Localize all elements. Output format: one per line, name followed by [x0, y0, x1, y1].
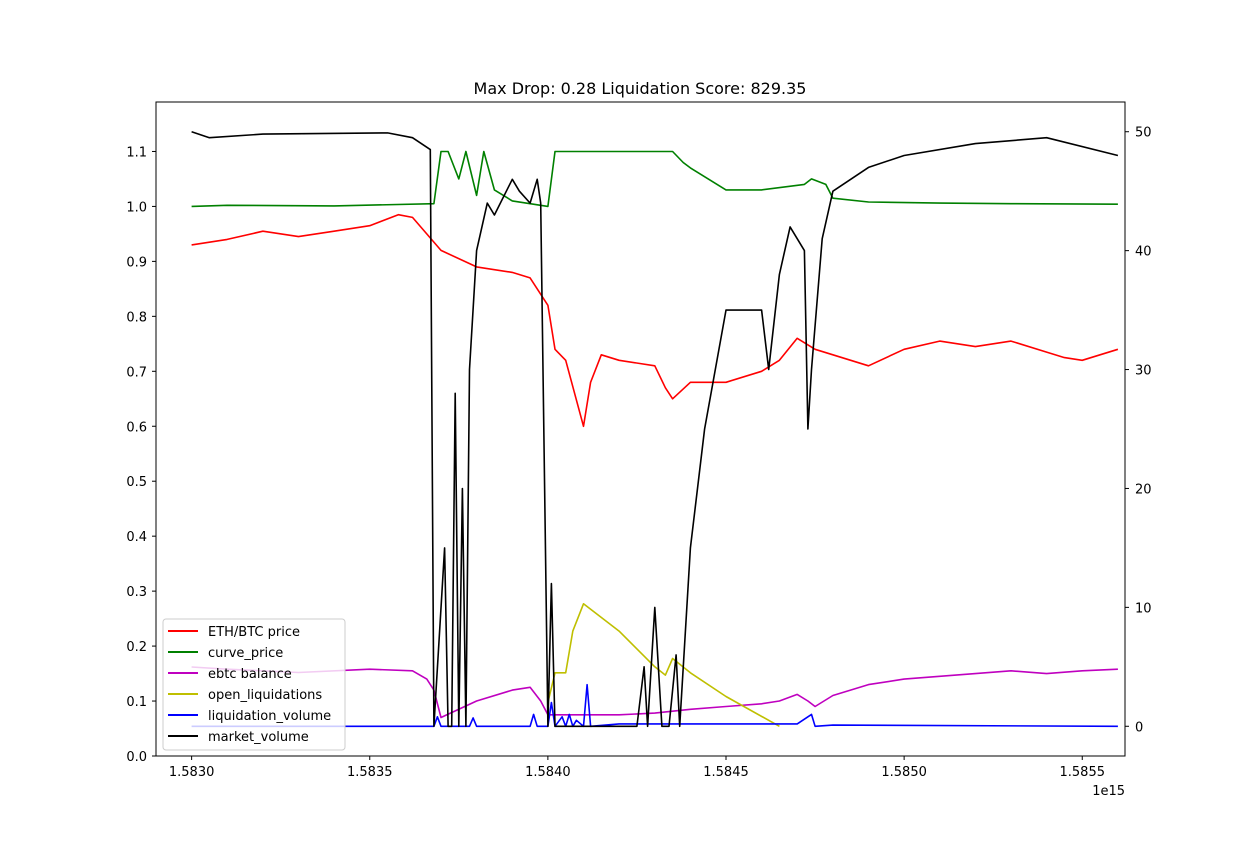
- x-tick-label: 1.5850: [881, 765, 927, 780]
- legend-label-1: curve_price: [208, 646, 283, 661]
- legend-box: [162, 618, 346, 751]
- x-tick-label: 1.5835: [347, 765, 393, 780]
- legend-label-2: ebtc balance: [208, 667, 292, 682]
- series-line-0: [191, 213, 1119, 428]
- x-tick-label: 1.5840: [525, 765, 571, 780]
- x-tick-label: 1.5830: [169, 765, 215, 780]
- y-right-tick-label: 20: [1135, 482, 1152, 497]
- series-line-3: [547, 602, 780, 727]
- series-line-2: [191, 666, 1118, 719]
- y-left-tick-label: 0.8: [126, 310, 147, 325]
- y-axis-right: 0 10 20 30 40 50: [1125, 126, 1152, 735]
- y-left-tick-label: 0.1: [126, 695, 147, 710]
- series-line-4: [191, 683, 1118, 728]
- series-line-1: [191, 150, 1118, 208]
- y-left-tick-label: 0.5: [126, 475, 147, 490]
- y-left-tick-label: 0.3: [126, 585, 147, 600]
- legend-label-0: ETH/BTC price: [208, 625, 300, 640]
- y-left-tick-label: 0.2: [126, 640, 147, 655]
- y-right-tick-label: 10: [1135, 601, 1152, 616]
- y-right-tick-label: 50: [1135, 126, 1152, 141]
- legend-label-3: open_liquidations: [208, 688, 322, 703]
- y-left-tick-label: 0.9: [126, 255, 147, 270]
- y-left-tick-label: 0.4: [126, 530, 147, 545]
- y-left-tick-label: 0.7: [126, 365, 147, 380]
- legend-label-4: liquidation_volume: [208, 709, 331, 724]
- y-right-tick-label: 0: [1135, 720, 1143, 735]
- y-left-tick-label: 1.1: [126, 145, 147, 160]
- legend-label-5: market_volume: [208, 730, 309, 745]
- chart-title: Max Drop: 0.28 Liquidation Score: 829.35: [474, 79, 807, 98]
- series-layer: [191, 130, 1119, 728]
- y-right-tick-label: 40: [1135, 245, 1152, 260]
- y-left-tick-label: 1.0: [126, 200, 147, 215]
- y-right-tick-label: 30: [1135, 364, 1152, 379]
- series-line-5: [191, 130, 1119, 728]
- x-tick-label: 1.5855: [1060, 765, 1106, 780]
- x-axis: 1.5830 1.5835 1.5840 1.5845 1.5850 1.5855: [169, 756, 1105, 780]
- y-axis-left: 0.0 0.1 0.2 0.3 0.4 0.5 0.6 0.7 0.8 0.9 1.0 1.1: [126, 145, 156, 765]
- x-tick-label: 1.5845: [703, 765, 749, 780]
- plot-frame: [155, 101, 1126, 757]
- y-left-tick-label: 0.0: [126, 750, 147, 765]
- y-left-tick-label: 0.6: [126, 420, 147, 435]
- x-axis-offset-label: 1e15: [1092, 784, 1125, 799]
